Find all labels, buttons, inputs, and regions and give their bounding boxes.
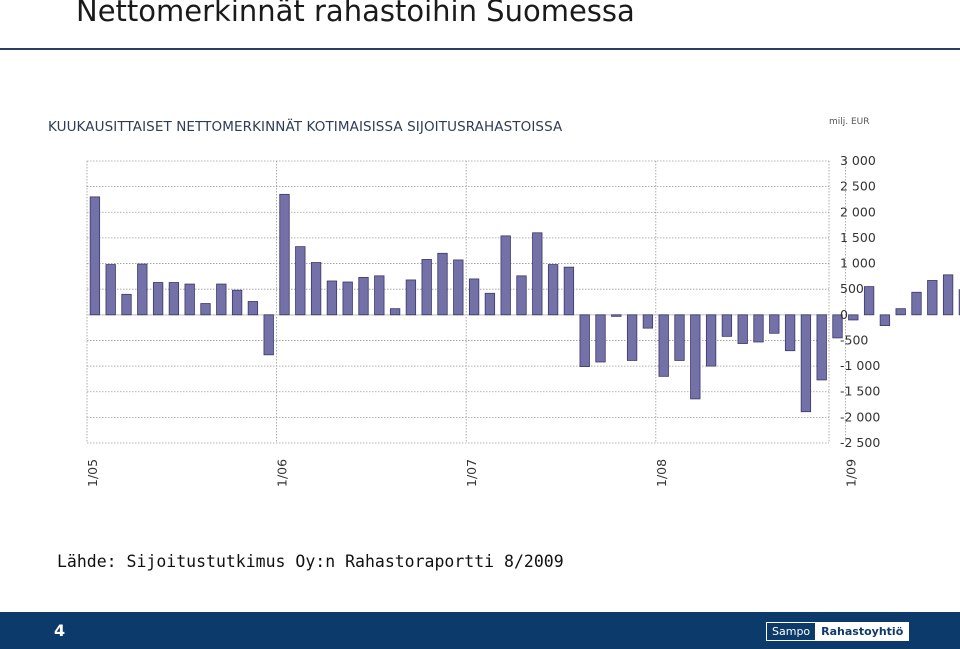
bar-2-07 <box>484 292 496 316</box>
bar-7-05 <box>184 283 195 316</box>
footer-bar: 4 Sampo Rahastoyhtiö <box>0 612 960 649</box>
bar-4-05 <box>137 263 148 316</box>
bar-1-06 <box>279 193 290 316</box>
bar-8-07 <box>579 314 590 368</box>
slide-title: Nettomerkinnät rahastoihin Suomessa <box>76 0 635 28</box>
bar-3-07 <box>500 235 511 316</box>
bar-5-06 <box>342 281 353 316</box>
bar-9-05 <box>216 283 227 316</box>
bar-3-08 <box>690 314 701 400</box>
bar-1-07 <box>468 278 480 316</box>
bar-3-05 <box>121 293 132 316</box>
y-tick-label: -2 500 <box>840 435 880 450</box>
bar-8-05 <box>200 303 211 316</box>
bar-5-08 <box>721 314 733 337</box>
y-tick-label: -1 000 <box>840 358 880 373</box>
y-tick-label: 1 500 <box>840 230 876 245</box>
logo-part-sampo: Sampo <box>767 623 817 640</box>
y-tick-label: -2 000 <box>840 409 880 424</box>
bar-7-07 <box>563 266 575 316</box>
bar-12-08 <box>832 314 843 339</box>
bar-6-05 <box>168 282 180 316</box>
page-number: 4 <box>54 621 66 640</box>
bar-4-07 <box>516 275 527 316</box>
bar-12-06 <box>453 259 464 316</box>
bar-9-08 <box>784 314 796 352</box>
source-note: Lähde: Sijoitustutkimus Oy:n Rahastorapo… <box>57 552 564 571</box>
bar-6-06 <box>358 276 369 316</box>
bar-4-09 <box>895 308 906 316</box>
y-tick-label: 2 500 <box>840 179 876 194</box>
bar-4-08 <box>705 314 717 367</box>
logo-part-rahastoyhtio: Rahastoyhtiö <box>816 623 909 640</box>
bar-7-08 <box>753 314 764 343</box>
bar-12-07 <box>642 314 654 329</box>
y-tick-label: 2 000 <box>840 204 876 219</box>
chart-bars <box>89 193 960 413</box>
bar-6-07 <box>547 264 559 316</box>
bar-4-06 <box>326 280 338 316</box>
chart-unit-label: milj. EUR <box>829 117 870 127</box>
x-axis-tick-labels: 1/05 1/06 1/07 1/08 1/09 <box>85 459 858 487</box>
bar-8-06 <box>389 308 401 316</box>
y-tick-label: 0 <box>840 307 848 322</box>
y-tick-label: 3 000 <box>840 153 876 168</box>
bar-5-05 <box>152 282 164 316</box>
y-tick-label: 500 <box>840 281 864 296</box>
bar-2-08 <box>674 314 685 361</box>
bar-1-05 <box>89 196 101 316</box>
bar-7-06 <box>374 275 385 316</box>
bar-7-09 <box>942 274 954 316</box>
bar-11-06 <box>437 252 448 316</box>
y-tick-label: -1 500 <box>840 384 880 399</box>
bar-8-08 <box>769 314 780 334</box>
title-divider <box>0 48 960 50</box>
bar-10-06 <box>421 259 432 316</box>
chart-grid <box>86 160 846 444</box>
bar-6-08 <box>737 314 748 344</box>
bar-2-09 <box>863 286 875 316</box>
x-tick-label: 1/08 <box>654 459 669 487</box>
bar-12-05 <box>263 314 274 356</box>
x-tick-label: 1/09 <box>843 459 858 487</box>
bar-1-08 <box>658 314 669 377</box>
chart-title: KUUKAUSITTAISET NETTOMERKINNÄT KOTIMAISI… <box>48 119 563 135</box>
bar-10-08 <box>800 314 812 413</box>
bar-3-09 <box>879 314 891 326</box>
y-tick-label: -500 <box>840 332 868 347</box>
bar-11-05 <box>247 301 259 316</box>
bar-5-09 <box>911 291 922 316</box>
x-tick-label: 1/06 <box>275 459 290 487</box>
bar-3-06 <box>310 262 322 316</box>
bar-10-05 <box>231 289 243 316</box>
bar-1-09 <box>848 314 859 321</box>
bar-2-05 <box>105 264 116 316</box>
bar-5-07 <box>532 232 543 316</box>
bar-11-08 <box>816 314 827 381</box>
x-tick-label: 1/07 <box>464 459 479 487</box>
net-subscriptions-bar-chart: 3 000 2 500 2 000 1 500 1 000 500 0 -500 -1 000 -… <box>85 153 960 487</box>
bar-9-07 <box>595 314 606 363</box>
sampo-rahastoyhtio-logo: Sampo Rahastoyhtiö <box>766 622 910 641</box>
y-tick-label: 1 000 <box>840 256 876 271</box>
bar-9-06 <box>405 279 417 316</box>
bar-6-09 <box>927 280 938 316</box>
bar-2-06 <box>295 246 306 316</box>
bar-10-07 <box>611 314 622 317</box>
bar-11-07 <box>626 314 638 361</box>
x-tick-label: 1/05 <box>85 459 100 487</box>
y-axis-tick-labels: 3 000 2 500 2 000 1 500 1 000 500 0 -500 -1 000 -… <box>840 153 880 450</box>
